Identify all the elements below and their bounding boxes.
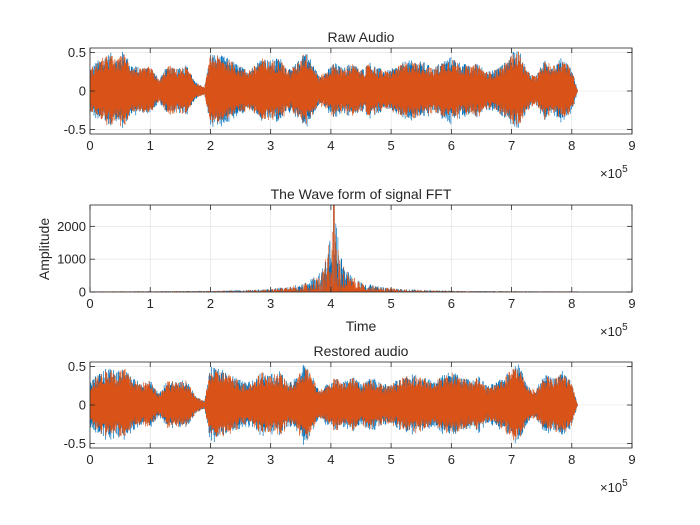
fft-xtick-label: 8 [568, 296, 575, 311]
restored-audio-xtick-label: 1 [147, 452, 154, 467]
raw-audio-xtick-label: 3 [267, 138, 274, 153]
restored-audio-xtick-label: 3 [267, 452, 274, 467]
restored-audio-xtick-label: 4 [327, 452, 334, 467]
raw-audio-axes: Raw Audio 0 1 2 3 4 5 6 7 8 9-0.500.5×105 [64, 29, 636, 181]
fft-xtick-label: 9 [628, 296, 635, 311]
raw-audio-ytick-label: 0 [79, 84, 86, 99]
raw-audio-xtick-label: 5 [387, 138, 394, 153]
fft-xtick-label: 5 [387, 296, 394, 311]
fft-title: The Wave form of signal FFT [271, 186, 452, 202]
fft-xtick-label: 4 [327, 296, 334, 311]
raw-audio-ytick-label: 0.5 [68, 45, 86, 60]
raw-audio-x-exponent-label: ×105 [600, 164, 628, 181]
raw-audio-series-group [90, 51, 578, 128]
fft-xtick-label: 3 [267, 296, 274, 311]
fft-axes: The Wave form of signal FFT Time Amplitu… [36, 186, 636, 339]
raw-audio-xtick-label: 6 [448, 138, 455, 153]
restored-audio-xtick-label: 6 [448, 452, 455, 467]
restored-audio-title: Restored audio [314, 343, 409, 359]
raw-audio-xtick-label: 2 [207, 138, 214, 153]
raw-audio-xtick-label: 9 [628, 138, 635, 153]
restored-audio-ytick-label: -0.5 [64, 436, 86, 451]
fft-xlabel: Time [346, 318, 377, 334]
restored-audio-xtick-label: 8 [568, 452, 575, 467]
restored-audio-axes: Restored audio 0 1 2 3 4 5 6 7 8 9-0.500.5×105 [64, 343, 636, 495]
fft-xtick-label: 1 [147, 296, 154, 311]
restored-audio-ytick-label: 0.5 [68, 359, 86, 374]
fft-ytick-label: 2000 [57, 219, 86, 234]
restored-audio-x-exponent-label: ×105 [600, 478, 628, 495]
fft-axes-box [89, 204, 633, 293]
fft-xtick-label: 6 [448, 296, 455, 311]
raw-audio-xtick-label: 1 [147, 138, 154, 153]
restored-audio-series-group [90, 364, 578, 445]
restored-audio-xtick-label: 9 [628, 452, 635, 467]
fft-x-exponent-label: ×105 [600, 322, 628, 339]
restored-audio-xtick-label: 7 [508, 452, 515, 467]
restored-audio-ytick-label: 0 [79, 398, 86, 413]
restored-audio-orange-waveform [90, 368, 578, 441]
fft-ylabel: Amplitude [36, 218, 52, 280]
restored-audio-xtick-label: 2 [207, 452, 214, 467]
raw-audio-xtick-label: 8 [568, 138, 575, 153]
raw-audio-xtick-label: 0 [86, 138, 93, 153]
fft-xtick-label: 2 [207, 296, 214, 311]
fft-xtick-label: 7 [508, 296, 515, 311]
fft-ytick-label: 0 [79, 285, 86, 300]
raw-audio-xtick-label: 7 [508, 138, 515, 153]
raw-audio-orange-waveform [90, 51, 578, 127]
raw-audio-ytick-label: -0.5 [64, 122, 86, 137]
raw-audio-xtick-label: 4 [327, 138, 334, 153]
restored-audio-xtick-label: 5 [387, 452, 394, 467]
restored-audio-xtick-label: 0 [86, 452, 93, 467]
fft-ytick-label: 1000 [57, 252, 86, 267]
fft-xtick-label: 0 [86, 296, 93, 311]
raw-audio-title: Raw Audio [328, 29, 395, 45]
